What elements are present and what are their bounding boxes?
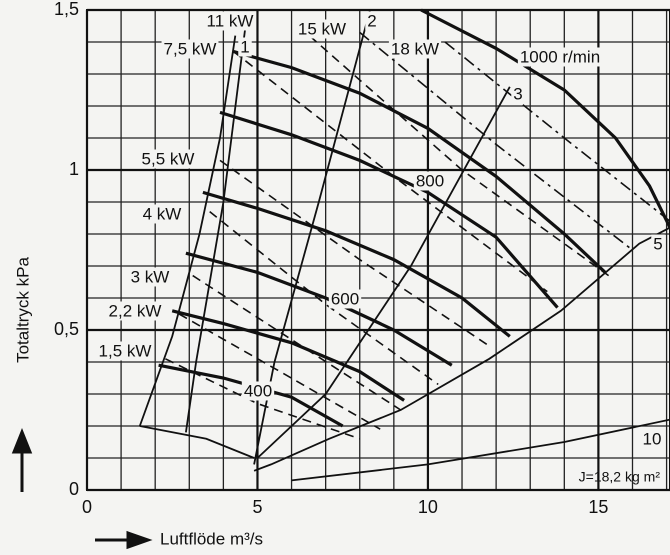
curve [178,313,381,430]
x-arrow [95,530,153,550]
curve-label: 5 [653,234,662,253]
curve-label: 3 kW [131,267,170,286]
curve [209,210,439,386]
label-background [140,204,184,224]
label-background [128,267,172,287]
curve [359,31,633,251]
curve [253,226,670,472]
curve-label: 800 [416,171,444,190]
labels: 1000 r/min 800 600 400 1 2 3 5 10 1,5 kW 2,2 kW 3 k… [96,11,665,449]
label-background [295,19,349,39]
y-tick-label: 1,5 [54,0,79,19]
curve [202,190,511,338]
curve [233,50,607,274]
label-background [96,341,154,361]
curve [444,41,670,222]
label-background [365,11,379,31]
curve-label: 1,5 kW [99,341,152,360]
curve [233,50,548,293]
x-axis-label: Luftflöde m³/s [160,529,263,548]
curve [138,35,237,427]
label-background [388,39,442,59]
annotation: J=18,2 kg m² [579,469,661,485]
label-background [640,429,664,449]
x-tick-label: 15 [588,497,608,517]
label-background [511,84,525,104]
y-tick-label: 0 [69,479,79,499]
label-background [238,37,252,57]
y-tick-label: 1 [69,159,79,179]
curve-label: 15 kW [298,19,346,38]
curve [139,425,255,459]
curves [138,8,670,482]
label-background [204,11,256,31]
x-tick-label: 5 [252,497,262,517]
y-axis-label: Totaltryck kPa [13,257,32,363]
curve [171,309,405,402]
y-arrow [11,427,33,492]
curve-label: 1000 r/min [520,47,600,66]
curve [291,418,670,482]
label-background [161,39,219,59]
curve [185,25,247,433]
label-background [413,171,447,191]
curve-label: 10 [643,429,662,448]
label-background [106,301,164,321]
curve-label: 3 [513,84,522,103]
curve-label: 7,5 kW [164,39,217,58]
curve-label: 18 kW [391,39,439,58]
label-background [139,149,197,169]
curve-label: 1 [240,37,249,56]
curve [297,25,610,277]
curve [185,251,453,367]
y-tick-label: 0,5 [54,319,79,339]
curve-label: 2 [367,11,376,30]
label-background [651,234,665,254]
curve-label: 4 kW [143,204,182,223]
x-tick-label: 0 [82,497,92,517]
curve [219,159,490,347]
curve [256,86,511,459]
curve-label: 11 kW [207,11,254,30]
curve [420,8,670,229]
curve-label: 400 [244,381,272,400]
x-tick-label: 10 [418,497,438,517]
label-background [241,381,275,401]
curve-label: 5,5 kW [142,149,195,168]
curve-label: 2,2 kW [109,301,162,320]
label-background [517,47,603,67]
label-background [328,289,362,309]
curve [165,358,360,440]
curve-label: 600 [331,289,359,308]
